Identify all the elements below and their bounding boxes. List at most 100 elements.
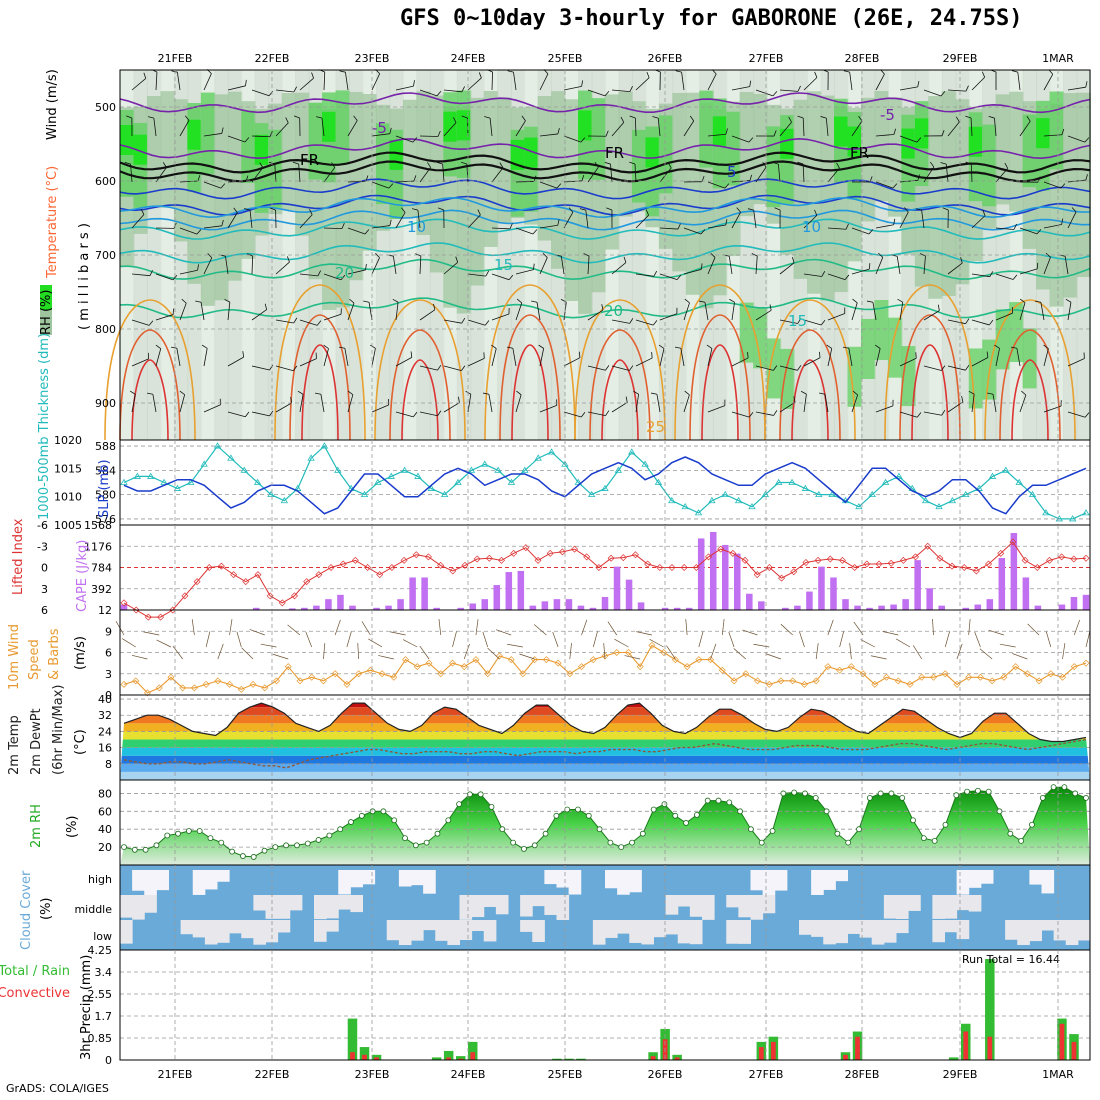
wind-barb	[896, 638, 911, 648]
wind-barb-flag	[568, 207, 574, 213]
wind-barb-flag	[629, 318, 634, 324]
wind-speed-point	[929, 673, 937, 681]
wind-speed-point	[542, 656, 550, 664]
wind-barb	[203, 225, 222, 229]
cloud-cell	[956, 920, 970, 940]
rh-point	[1039, 794, 1046, 801]
contour-label: -5	[372, 119, 387, 137]
thickness-point	[761, 490, 770, 498]
wind-barb-flag	[484, 320, 490, 326]
wind-barb	[489, 118, 493, 137]
cloud-cell	[811, 870, 824, 895]
rh-tick-label: 40	[98, 823, 112, 836]
wind-barb	[780, 623, 793, 636]
wind-barb-flag	[1004, 162, 1009, 169]
wind-barb	[539, 224, 558, 229]
cape-bar	[734, 553, 741, 610]
wind-barb	[275, 122, 289, 137]
wind-barb	[1027, 623, 1040, 636]
rh-point	[1029, 821, 1035, 828]
cape-bar	[1070, 596, 1078, 610]
wind-barb-flag	[797, 318, 802, 324]
wind-barb	[683, 269, 702, 275]
wind-barb	[634, 164, 637, 183]
wind-speed-point	[671, 656, 679, 664]
wind-barb-flag	[437, 130, 441, 137]
wind-barb	[130, 164, 133, 183]
wind-barb	[299, 273, 318, 277]
wind-barb-flag	[1085, 174, 1088, 181]
wind-speed-point	[765, 680, 773, 688]
thickness-point	[881, 478, 890, 485]
wind-barb-flag	[580, 411, 586, 418]
thickness-point	[855, 503, 863, 510]
wind-speed-point	[824, 663, 832, 671]
rh-point	[315, 837, 322, 843]
wind-barb	[361, 621, 371, 636]
wind-speed-point	[718, 666, 726, 674]
wind-barb	[899, 211, 909, 229]
wind-barb	[419, 411, 438, 417]
wind-speed-point	[918, 673, 926, 681]
dewpoint-line	[123, 738, 1087, 769]
wind-speed-point	[390, 673, 398, 681]
wind-tick-label: 9	[105, 625, 112, 638]
wind-barb-flag	[347, 390, 354, 395]
wind-panel: 0 3 6 9 12 10m Wind Speed & Barbs (m/s)	[7, 604, 1091, 702]
wind-barb-flag	[800, 390, 807, 395]
wind-barb-flag	[542, 253, 548, 258]
wind-barb	[974, 631, 981, 648]
temperature-band	[120, 739, 1090, 748]
rh-point	[856, 826, 862, 833]
li-point	[534, 556, 542, 564]
wind-barb	[755, 309, 772, 321]
wind-barb-flag	[941, 365, 946, 371]
wind-barb-flag	[197, 175, 201, 182]
rh-tick-label: 20	[98, 841, 112, 854]
wind-barb	[539, 404, 557, 413]
wind-barb	[1062, 643, 1066, 660]
wind-barb-flag	[986, 351, 989, 358]
cape-bar	[818, 566, 825, 610]
wind-barb	[779, 89, 798, 92]
rh-shading-cell	[429, 95, 445, 273]
wind-speed-point	[484, 670, 492, 678]
ylabel-wind-part: Speed	[27, 639, 42, 680]
convective-bar	[1059, 1023, 1065, 1060]
thickness-point	[240, 466, 248, 473]
thickness-point	[481, 460, 489, 467]
thickness-tick-label: 588	[95, 440, 116, 453]
wind-barb	[1045, 631, 1052, 648]
cloud-cell	[859, 920, 873, 938]
date-label-top: 26FEB	[648, 52, 683, 65]
li-tick-label: 3	[41, 583, 48, 596]
convective-bar	[350, 1052, 355, 1060]
wind-barb	[592, 631, 598, 648]
wind-barb-flag	[941, 409, 946, 416]
cape-bar	[902, 599, 909, 610]
wind-barb	[299, 358, 317, 367]
wind-barb	[1073, 619, 1081, 636]
li-point	[912, 553, 920, 561]
wind-barb-flag	[842, 346, 849, 349]
cloud-cell	[265, 895, 279, 919]
wind-barb	[569, 643, 572, 660]
rh-shading-cell	[187, 119, 202, 150]
thickness-point	[895, 472, 903, 479]
temperature-contour-lobe	[1011, 359, 1049, 441]
rh-shading-cell	[874, 300, 889, 361]
wind-barb	[779, 365, 798, 371]
wind-speed-point	[261, 684, 269, 692]
rh-point	[326, 832, 333, 839]
wind-barb	[495, 629, 512, 636]
rh-shading-cell	[807, 91, 822, 294]
wind-barb-flag	[988, 319, 994, 326]
ylabel-thickness: 1000-500mb Thickness (dm)	[37, 333, 52, 520]
wind-barb-flag	[858, 115, 863, 122]
wind-barb	[395, 85, 414, 91]
ylabel-millibars: ( m i l l i b a r s )	[77, 223, 92, 330]
date-label-bottom: 26FEB	[648, 1068, 683, 1081]
wind-barb	[875, 348, 881, 367]
wind-barb-flag	[507, 70, 514, 73]
rh-shading-cell	[605, 94, 620, 250]
